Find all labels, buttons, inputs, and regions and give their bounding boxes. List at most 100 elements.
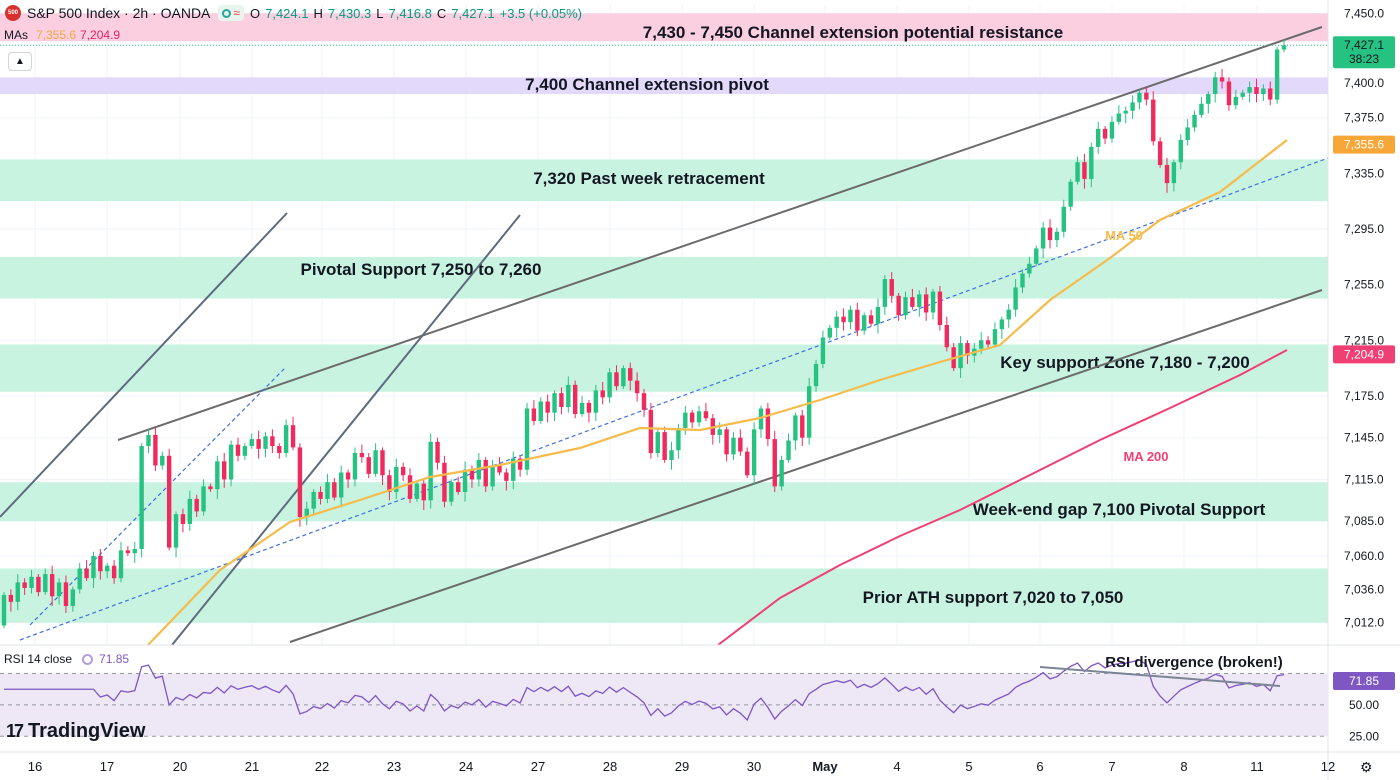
time-tick-label: 4 — [893, 759, 900, 774]
candle-body — [70, 589, 76, 607]
price-tick-label: 7,115.0 — [1344, 472, 1383, 486]
mas-label: MAs — [4, 28, 28, 42]
candle-body — [820, 337, 826, 364]
candle-body — [552, 393, 557, 413]
time-tick-label: 21 — [245, 759, 259, 774]
ma50-line — [147, 139, 1288, 646]
time-tick-label: 17 — [100, 759, 114, 774]
rsi-scale-label: 25.00 — [1349, 729, 1379, 743]
candle-body — [1130, 102, 1135, 111]
ma-label: MA 200 — [1123, 449, 1168, 464]
candle-body — [1185, 127, 1190, 140]
candle-body — [400, 466, 406, 476]
price-tag-label: 7,204.9 — [1344, 347, 1384, 361]
zone-label: 7,320 Past week retracement — [533, 169, 765, 188]
candle-body — [91, 555, 96, 579]
price-tick-label: 7,145.0 — [1344, 431, 1384, 445]
candle-body — [1, 594, 7, 626]
rsi-line — [4, 659, 1285, 722]
time-tick-label: 27 — [531, 759, 545, 774]
ma-label: MA 50 — [1105, 228, 1143, 243]
time-tick-label: 7 — [1108, 759, 1115, 774]
trend-line — [29, 367, 286, 626]
candle-body — [628, 368, 633, 381]
candle-body — [676, 427, 681, 451]
candle-body — [917, 294, 922, 307]
candle-body — [923, 294, 929, 313]
market-status-icon[interactable]: ≈ — [218, 5, 244, 21]
candle-body — [407, 475, 413, 499]
time-tick-label: 5 — [965, 759, 972, 774]
candle-body — [745, 451, 750, 476]
candle-body — [992, 329, 998, 345]
zone-label: Prior ATH support 7,020 to 7,050 — [863, 588, 1124, 607]
candle-body — [930, 291, 936, 313]
support-zone — [0, 77, 1328, 95]
candle-body — [77, 568, 82, 590]
candle-body — [779, 459, 784, 487]
price-tick-label: 7,012.0 — [1344, 616, 1384, 630]
price-tag-label: 7,427.1 — [1344, 38, 1384, 52]
candle-body — [263, 436, 268, 449]
ohlc-values: O 7,424.1 H 7,430.3 L 7,416.8 C 7,427.1 +3.5 (+0… — [250, 5, 587, 21]
candle-body — [442, 462, 447, 502]
candle-body — [566, 384, 571, 408]
chart-title[interactable]: S&P 500 Index · 2h · OANDA — [27, 5, 211, 21]
candle-body — [517, 458, 523, 470]
support-zone — [0, 159, 1328, 202]
candle-body — [765, 408, 771, 440]
candle-body — [524, 408, 530, 470]
gear-icon[interactable]: ⚙ — [1360, 759, 1373, 775]
candle-body — [366, 457, 371, 474]
tradingview-name: TradingView — [28, 720, 146, 742]
candle-body — [36, 576, 41, 593]
candle-body — [105, 565, 110, 572]
trend-line — [0, 212, 288, 518]
zone-label: Pivotal Support 7,250 to 7,260 — [301, 260, 542, 279]
candle-body — [1040, 227, 1046, 249]
candle-body — [593, 390, 599, 413]
candle-body — [297, 447, 303, 517]
candle-body — [841, 316, 846, 323]
candle-body — [1164, 165, 1170, 184]
ohlc-item: C 7,427.1 — [437, 6, 495, 21]
candle-body — [1206, 94, 1211, 104]
price-tick-label: 7,175.0 — [1344, 389, 1384, 403]
candle-body — [8, 594, 14, 602]
price-tick-label: 7,335.0 — [1344, 166, 1384, 180]
zone-label: 7,430 - 7,450 Channel extension potentia… — [643, 23, 1063, 42]
ma200-line — [717, 349, 1288, 646]
candle-body — [1144, 92, 1149, 100]
candle-body — [352, 453, 358, 480]
candle-body — [985, 340, 991, 345]
candle-body — [228, 444, 234, 480]
chevron-up-icon[interactable]: ▲ — [8, 52, 32, 71]
candle-body — [173, 514, 179, 548]
candle-body — [469, 469, 475, 480]
ohlc-item: H 7,430.3 — [313, 6, 371, 21]
candle-body — [180, 514, 186, 524]
ohlc-value: 7,430.3 — [327, 6, 372, 21]
candle-body — [731, 437, 736, 455]
rsi-divergence-line — [1039, 666, 1281, 687]
rsi-settings-icon[interactable] — [82, 653, 94, 665]
candle-body — [1151, 99, 1156, 142]
ohlc-item: O 7,424.1 — [250, 6, 309, 21]
symbol-badge[interactable]: 500 — [5, 5, 21, 21]
candle-body — [1247, 87, 1252, 93]
candle-body — [1212, 77, 1218, 95]
mas-legend[interactable]: MAs 7,355.6 7,204.9 — [4, 28, 120, 42]
time-tick-label: 20 — [173, 759, 187, 774]
candle-body — [848, 309, 853, 323]
rsi-annotation: RSI divergence (broken!) — [1105, 654, 1283, 671]
time-tick-label: 12 — [1321, 759, 1335, 774]
rsi-legend[interactable]: RSI 14 close 71.85 — [4, 652, 129, 666]
candle-body — [662, 432, 667, 460]
price-tick-label: 7,295.0 — [1344, 222, 1384, 236]
candle-body — [621, 368, 626, 387]
tradingview-logo[interactable]: 17 TradingView — [6, 720, 145, 743]
candle-body — [153, 434, 158, 466]
candle-body — [614, 372, 619, 387]
candle-body — [979, 340, 984, 349]
